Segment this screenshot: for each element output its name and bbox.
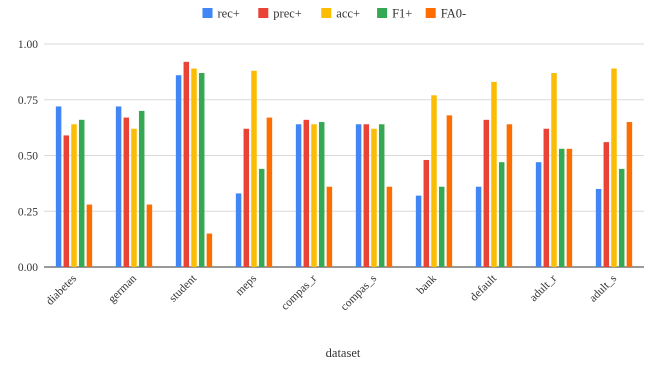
bar-acc+-student xyxy=(191,68,197,267)
bar-prec+-default xyxy=(483,119,490,267)
bar-F1+-german xyxy=(138,110,145,268)
bar-rec+-compas_r xyxy=(295,124,302,267)
bar-rec+-diabetes xyxy=(55,106,62,267)
bar-acc+-bank xyxy=(431,95,437,267)
legend-label: F1+ xyxy=(392,7,412,21)
bar-rec+-adult_s xyxy=(595,188,602,267)
bar-FA0--student xyxy=(206,233,213,267)
bar-prec+-student xyxy=(183,61,190,268)
bar-FA0--compas_s xyxy=(386,186,393,267)
bar-rec+-meps xyxy=(235,193,242,267)
bar-acc+-adult_s xyxy=(611,68,617,267)
y-axis-ticks: 0.00 0.25 0.50 0.75 1.00 xyxy=(18,39,38,274)
x-tick-label: diabetes xyxy=(44,272,79,307)
bar-FA0--adult_s xyxy=(626,122,633,267)
legend-swatch-acc+ xyxy=(321,8,332,18)
bar-FA0--bank xyxy=(446,115,453,267)
y-tick-label: 0.00 xyxy=(18,262,38,274)
bar-FA0--diabetes xyxy=(86,204,93,267)
bar-rec+-student xyxy=(175,75,182,267)
bar-acc+-compas_s xyxy=(371,128,377,267)
bar-prec+-diabetes xyxy=(63,135,70,267)
bar-F1+-default xyxy=(498,162,505,267)
bar-acc+-default xyxy=(491,81,497,267)
y-tick-label: 1.00 xyxy=(18,39,38,51)
bar-acc+-adult_r xyxy=(551,72,557,268)
bar-rec+-compas_s xyxy=(355,124,362,267)
x-tick-label: default xyxy=(468,272,500,304)
x-tick-label: meps xyxy=(233,272,259,298)
bar-F1+-adult_s xyxy=(618,168,625,267)
x-tick-label: bank xyxy=(415,272,439,296)
bar-F1+-compas_r xyxy=(318,122,325,267)
bar-F1+-diabetes xyxy=(78,119,85,267)
legend-swatch-FA0- xyxy=(425,8,436,18)
bar-rec+-default xyxy=(475,186,482,267)
bar-FA0--german xyxy=(146,204,153,267)
x-tick-label: german xyxy=(106,272,139,305)
bar-acc+-meps xyxy=(251,70,257,267)
x-axis-ticks: diabetes german student meps compas_r compas_… xyxy=(44,272,619,313)
bar-F1+-student xyxy=(198,72,205,268)
legend-swatch-prec+ xyxy=(258,8,269,18)
legend-label: FA0- xyxy=(441,7,466,21)
y-tick-label: 0.25 xyxy=(18,206,38,218)
bar-prec+-bank xyxy=(423,159,430,267)
x-tick-label: adult_r xyxy=(528,273,560,305)
bar-FA0--meps xyxy=(266,117,273,267)
legend-label: rec+ xyxy=(218,7,240,21)
bar-prec+-adult_r xyxy=(543,128,550,267)
bar-acc+-compas_r xyxy=(311,124,317,267)
bar-FA0--compas_r xyxy=(326,186,333,267)
bar-F1+-adult_r xyxy=(558,148,565,267)
bar-rec+-bank xyxy=(415,195,422,267)
x-tick-label: compas_r xyxy=(279,273,319,313)
x-tick-label: compas_s xyxy=(339,272,380,313)
bar-rec+-german xyxy=(115,106,122,267)
x-tick-label: adult_s xyxy=(587,272,619,304)
bar-prec+-adult_s xyxy=(603,142,610,267)
bar-prec+-meps xyxy=(243,128,250,267)
x-tick-label: student xyxy=(167,272,200,305)
y-tick-label: 0.75 xyxy=(18,95,38,107)
legend-swatch-F1+ xyxy=(377,8,388,18)
bar-FA0--default xyxy=(506,124,513,267)
bar-F1+-bank xyxy=(438,186,445,267)
bar-prec+-compas_r xyxy=(303,119,310,267)
x-axis-title: dataset xyxy=(326,346,361,360)
bar-F1+-compas_s xyxy=(378,124,385,267)
bar-prec+-german xyxy=(123,117,130,267)
legend-swatch-rec+ xyxy=(202,8,213,18)
legend-label: prec+ xyxy=(273,7,302,21)
y-tick-label: 0.50 xyxy=(18,151,38,163)
bar-FA0--adult_r xyxy=(566,148,573,267)
bar-prec+-compas_s xyxy=(363,124,370,267)
legend: rec+ prec+ acc+ F1+ FA0- xyxy=(202,7,466,21)
bars xyxy=(55,61,633,268)
bar-F1+-meps xyxy=(258,168,265,267)
legend-label: acc+ xyxy=(336,7,360,21)
bar-rec+-adult_r xyxy=(535,162,542,267)
bar-acc+-german xyxy=(131,128,137,267)
bar-acc+-diabetes xyxy=(71,124,77,267)
